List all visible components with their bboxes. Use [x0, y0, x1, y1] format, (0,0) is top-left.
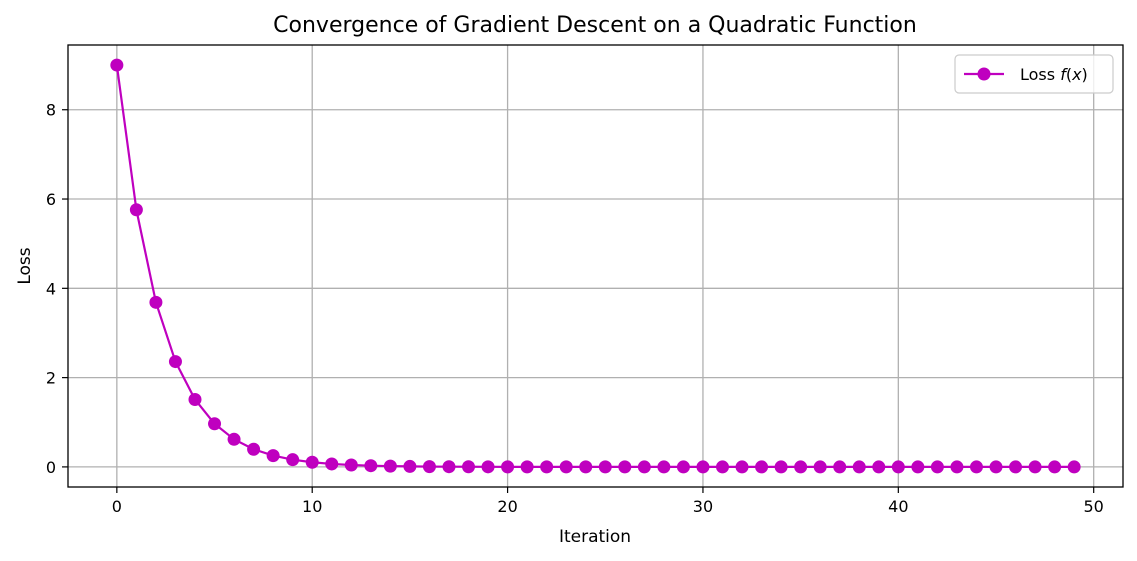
plot-frame [67, 44, 1124, 488]
loss-point [969, 460, 983, 474]
legend-label-close-paren: ) [1082, 65, 1088, 84]
x-tick-label: 30 [693, 497, 713, 516]
legend-label-open-paren: ( [1066, 65, 1072, 84]
loss-point [989, 460, 1003, 474]
loss-point [833, 460, 847, 474]
loss-point [462, 460, 476, 474]
loss-point [618, 460, 632, 474]
loss-point [950, 460, 964, 474]
loss-point [755, 460, 769, 474]
loss-point [657, 460, 671, 474]
loss-point [305, 455, 319, 469]
loss-point [676, 460, 690, 474]
loss-point [774, 460, 788, 474]
loss-point [1009, 460, 1023, 474]
loss-point [325, 457, 339, 471]
legend-label-arg: x [1071, 65, 1082, 84]
loss-point [364, 459, 378, 473]
y-tick-label: 2 [46, 369, 56, 388]
loss-point [696, 460, 710, 474]
loss-point [930, 460, 944, 474]
y-tick-label: 8 [46, 101, 56, 120]
loss-point [286, 453, 300, 467]
loss-point [520, 460, 534, 474]
loss-point [598, 460, 612, 474]
loss-point [481, 460, 495, 474]
x-tick-label: 10 [302, 497, 322, 516]
y-axis-label: Loss [15, 247, 35, 284]
loss-point [110, 58, 124, 72]
loss-point [501, 460, 515, 474]
x-tick-label: 0 [112, 497, 122, 516]
loss-point [540, 460, 554, 474]
loss-point [129, 203, 143, 217]
loss-point [442, 460, 456, 474]
loss-point [247, 442, 261, 456]
loss-point [344, 458, 358, 472]
grid-lines [68, 45, 1123, 487]
legend-label-math: f [1060, 65, 1068, 84]
axis-ticks: 0 10 20 30 40 50 0 2 4 6 8 [46, 101, 1104, 516]
chart-title: Convergence of Gradient Descent on a Qua… [273, 13, 917, 38]
legend-marker-swatch [977, 67, 991, 81]
loss-point [735, 460, 749, 474]
loss-point [422, 460, 436, 474]
x-tick-label: 50 [1084, 497, 1104, 516]
legend-box [954, 54, 1114, 94]
y-tick-label: 4 [46, 279, 56, 298]
loss-point [794, 460, 808, 474]
x-axis-label: Iteration [559, 527, 631, 547]
loss-point [149, 295, 163, 309]
x-tick-label: 40 [888, 497, 908, 516]
legend-label-prefix: Loss [1020, 65, 1060, 84]
loss-point [911, 460, 925, 474]
loss-point [168, 355, 182, 369]
y-tick-label: 6 [46, 190, 56, 209]
loss-point [852, 460, 866, 474]
loss-point [208, 417, 222, 431]
loss-point [1067, 460, 1081, 474]
y-tick-label: 0 [46, 458, 56, 477]
loss-point [637, 460, 651, 474]
loss-point [266, 449, 280, 463]
x-tick-label: 20 [497, 497, 517, 516]
legend-label: Loss f(x) [1020, 65, 1088, 84]
loss-point [579, 460, 593, 474]
legend: Loss f(x) [954, 54, 1114, 94]
loss-point [559, 460, 573, 474]
loss-point [1028, 460, 1042, 474]
loss-point [1048, 460, 1062, 474]
loss-point [872, 460, 886, 474]
loss-point [891, 460, 905, 474]
loss-point [227, 432, 241, 446]
loss-point [188, 392, 202, 406]
loss-point [403, 459, 417, 473]
loss-point [813, 460, 827, 474]
loss-point [383, 459, 397, 473]
loss-point [715, 460, 729, 474]
loss-line [115, 64, 1075, 469]
series-layer [110, 58, 1081, 474]
